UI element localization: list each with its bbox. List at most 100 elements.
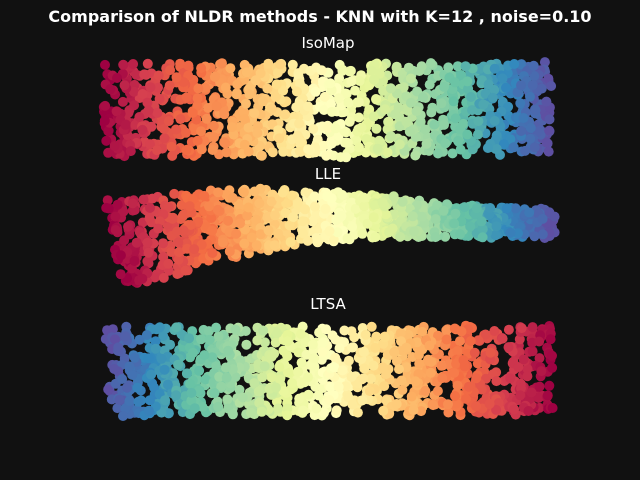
scatter-point xyxy=(144,213,155,224)
scatter-point xyxy=(324,395,335,405)
scatter-point xyxy=(253,386,264,397)
scatter-point xyxy=(347,399,358,410)
scatter-point xyxy=(371,94,381,104)
scatter-point xyxy=(333,93,344,104)
scatter-point xyxy=(330,352,341,363)
scatter-point xyxy=(354,76,365,86)
scatter-point xyxy=(397,385,408,395)
scatter-point xyxy=(120,331,131,342)
scatter-point xyxy=(368,360,379,371)
scatter-point xyxy=(285,237,296,247)
scatter-point xyxy=(243,202,254,213)
scatter-point xyxy=(171,72,182,83)
scatter-point xyxy=(436,360,447,371)
scatter-point xyxy=(454,336,465,347)
scatter-point xyxy=(128,59,139,69)
scatter-point xyxy=(465,336,476,346)
scatter-point xyxy=(255,68,266,79)
scatter-point xyxy=(418,92,428,103)
scatter-point xyxy=(235,218,245,229)
scatter-point xyxy=(326,106,337,117)
scatter-point xyxy=(196,334,206,345)
scatter-point xyxy=(498,139,509,150)
scatter-point xyxy=(131,69,142,80)
scatter-point xyxy=(295,136,306,147)
scatter-point xyxy=(270,210,280,221)
scatter-point xyxy=(472,129,483,140)
scatter-point xyxy=(174,247,184,258)
scatter-point xyxy=(220,362,231,373)
scatter-point xyxy=(452,61,463,72)
scatter-point xyxy=(398,82,409,93)
scatter-point xyxy=(207,352,218,363)
scatter-point xyxy=(175,58,186,69)
scatter-point xyxy=(424,340,435,351)
scatter-point xyxy=(516,80,526,91)
scatter-point xyxy=(414,66,425,76)
scatter-point xyxy=(112,403,123,414)
scatter-point xyxy=(456,70,467,80)
scatter-point xyxy=(530,105,541,116)
scatter-point xyxy=(145,139,155,150)
scatter-point xyxy=(230,324,241,335)
scatter-point xyxy=(208,120,219,131)
scatter-point xyxy=(372,143,383,154)
scatter-point xyxy=(266,351,277,362)
scatter-point xyxy=(137,89,148,99)
scatter-point xyxy=(186,395,197,406)
scatter-point xyxy=(469,347,480,358)
scatter-point xyxy=(337,365,348,376)
scatter-point xyxy=(175,114,186,125)
scatter-point xyxy=(549,211,560,222)
scatter-point xyxy=(320,203,331,214)
scatter-point xyxy=(452,346,463,356)
scatter-point xyxy=(489,326,500,336)
scatter-point xyxy=(459,202,470,213)
scatter-point xyxy=(239,114,250,124)
scatter-point xyxy=(280,208,291,218)
scatter-point xyxy=(249,378,260,389)
scatter-point xyxy=(453,135,464,146)
scatter-point xyxy=(525,122,536,133)
scatter-point xyxy=(420,385,431,396)
scatter-point xyxy=(182,243,193,254)
scatter-point xyxy=(296,357,307,368)
scatter-point xyxy=(206,213,217,223)
scatter-point xyxy=(543,146,554,157)
scatter-point xyxy=(518,354,529,365)
scatter-point xyxy=(411,106,422,117)
scatter-point xyxy=(337,189,348,200)
scatter-point xyxy=(525,91,535,102)
scatter-point xyxy=(294,393,305,404)
scatter-point xyxy=(143,353,154,364)
scatter-point xyxy=(298,228,308,239)
scatter-point xyxy=(346,371,357,382)
scatter-point xyxy=(167,150,178,161)
scatter-point xyxy=(239,59,250,70)
scatter-point xyxy=(113,342,124,353)
scatter-point xyxy=(323,122,334,133)
scatter-point xyxy=(188,347,198,358)
scatter-point xyxy=(129,256,140,266)
scatter-point xyxy=(515,390,526,401)
scatter-point xyxy=(192,135,203,146)
scatter-point xyxy=(473,335,484,346)
scatter-point xyxy=(303,389,314,400)
scatter-point xyxy=(501,203,512,214)
scatter-point xyxy=(100,100,111,111)
scatter-point xyxy=(471,373,482,384)
scatter-point xyxy=(254,198,265,209)
scatter-point xyxy=(307,339,318,350)
scatter-point xyxy=(282,336,293,347)
scatter-point xyxy=(309,353,320,364)
scatter-point xyxy=(275,374,285,385)
scatter-point xyxy=(270,91,281,102)
scatter-point xyxy=(325,382,336,393)
scatter-point xyxy=(441,334,452,345)
scatter-point xyxy=(180,265,191,276)
scatter-point xyxy=(184,201,195,212)
scatter-point xyxy=(361,134,372,144)
scatter-point xyxy=(213,187,224,198)
scatter-point xyxy=(231,89,242,100)
scatter-point xyxy=(534,381,545,392)
